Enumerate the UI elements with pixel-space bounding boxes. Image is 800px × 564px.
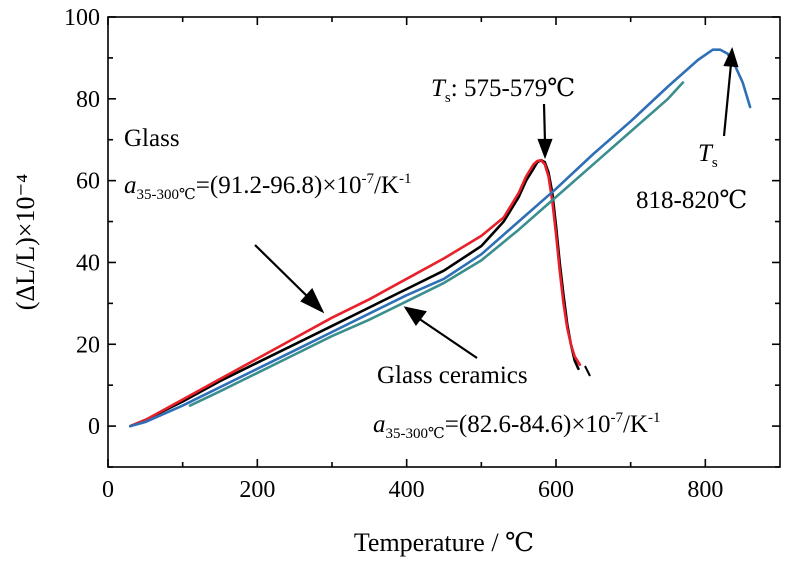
gc-alpha-symbol: a bbox=[373, 411, 386, 438]
ts2-value: 818-820℃ bbox=[636, 187, 747, 214]
series-layer bbox=[129, 48, 752, 428]
ts2-arrow-head bbox=[723, 46, 739, 68]
ts2-arrow-line bbox=[722, 63, 733, 137]
plot-frame bbox=[107, 16, 781, 468]
y-tick-label-60: 60 bbox=[76, 169, 100, 195]
ts2-subscript: s bbox=[712, 155, 718, 171]
glass-alpha-arrow-line bbox=[254, 244, 311, 300]
y-tick-label-80: 80 bbox=[76, 87, 100, 113]
gc-alpha-exponent: -7 bbox=[610, 410, 623, 426]
ts2-label: Ts bbox=[698, 140, 718, 171]
gc-alpha-arrow-head bbox=[403, 306, 427, 326]
series-line-4 bbox=[188, 81, 685, 407]
glass-alpha-unit-exponent: -1 bbox=[399, 171, 412, 187]
x-tick-label-0: 0 bbox=[102, 477, 114, 503]
series-line-2 bbox=[129, 158, 582, 428]
ticks-layer: 0 200 400 600 800 0 20 40 60 80 100 bbox=[64, 5, 780, 503]
y-tick-label-0: 0 bbox=[88, 414, 100, 440]
glass-alpha-value: =(91.2-96.8)×10 bbox=[196, 172, 362, 199]
y-tick-label-100: 100 bbox=[64, 5, 100, 31]
ts1-label: Ts: 575-579℃ bbox=[431, 75, 575, 106]
gc-alpha-subscript: 35-300℃ bbox=[386, 426, 445, 442]
gc-pointer-tick bbox=[584, 365, 591, 377]
glass-ceramics-label: Glass ceramics bbox=[377, 362, 528, 389]
glass-alpha-symbol: a bbox=[124, 172, 137, 199]
y-axis-title: (ΔL/L)×10⁻⁴ bbox=[11, 174, 40, 310]
glass-alpha-arrow-head bbox=[300, 288, 325, 314]
x-tick-label-200: 200 bbox=[239, 477, 275, 503]
y-tick-label-20: 20 bbox=[76, 332, 100, 358]
gc-alpha-value: =(82.6-84.6)×10 bbox=[445, 411, 611, 438]
annotation-arrows bbox=[254, 46, 739, 377]
gc-alpha-arrow-line bbox=[417, 317, 478, 359]
ts1-arrow-head bbox=[537, 138, 553, 160]
series-line-3 bbox=[129, 48, 752, 428]
ts1-value: : 575-579℃ bbox=[451, 75, 576, 102]
x-axis-title: Temperature / ℃ bbox=[354, 528, 534, 557]
glass-alpha-label: a35-300℃=(91.2-96.8)×10-7/K-1 bbox=[124, 171, 411, 203]
glass-alpha-subscript: 35-300℃ bbox=[137, 187, 196, 203]
glass-alpha-unit: /K bbox=[374, 172, 399, 199]
gc-alpha-label: a35-300℃=(82.6-84.6)×10-7/K-1 bbox=[373, 410, 660, 442]
y-tick-label-40: 40 bbox=[76, 250, 100, 276]
ts2-symbol: T bbox=[698, 140, 714, 167]
gc-alpha-unit: /K bbox=[623, 411, 648, 438]
x-tick-label-400: 400 bbox=[389, 477, 425, 503]
glass-alpha-exponent: -7 bbox=[361, 171, 374, 187]
x-tick-label-600: 600 bbox=[538, 477, 574, 503]
ts1-symbol: T bbox=[431, 75, 447, 102]
ts1-subscript: s bbox=[445, 90, 451, 106]
ts1-arrow-line bbox=[542, 103, 547, 143]
gc-alpha-unit-exponent: -1 bbox=[648, 410, 661, 426]
glass-label: Glass bbox=[124, 125, 180, 152]
x-tick-label-800: 800 bbox=[687, 477, 723, 503]
